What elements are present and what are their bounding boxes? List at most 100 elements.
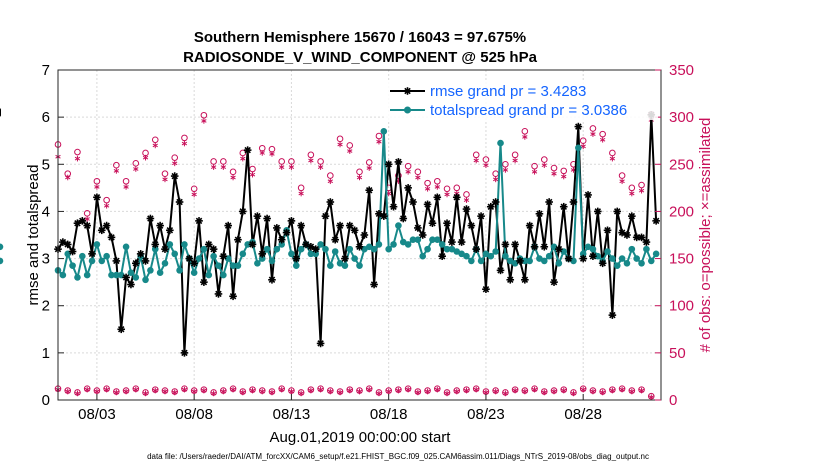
totalspread-point [220, 271, 227, 279]
totalspread-point [132, 274, 140, 281]
totalspread-point [327, 262, 334, 269]
obs-assimilated-marker [473, 157, 479, 164]
totalspread-point [526, 257, 534, 265]
obs-assimilated-marker [133, 386, 139, 393]
rmse-point [613, 207, 622, 216]
obs-assimilated-marker [123, 184, 129, 190]
y-tick-label: 1 [42, 345, 50, 362]
totalspread-line [57, 130, 657, 281]
obs-possible-marker [83, 210, 91, 217]
rmse-point [380, 212, 388, 220]
legend-label-spread: totalspread grand pr = 3.0386 [430, 102, 627, 119]
totalspread-point [375, 241, 383, 248]
rmse-point [132, 259, 140, 268]
data-file-footer: data file: /Users/raeder/DAI/ATM_forcXX/… [147, 452, 649, 461]
obs-possible-marker [327, 172, 334, 179]
rmse-point [457, 238, 466, 246]
totalspread-point [638, 259, 645, 267]
totalspread-point [521, 257, 529, 265]
totalspread-point [502, 252, 509, 260]
y-tick-label: 7 [42, 62, 50, 79]
obs-assimilated-marker [347, 387, 353, 394]
rmse-point [229, 292, 237, 301]
rmse-point [462, 205, 471, 213]
obs-possible-marker [414, 168, 422, 176]
y-right-tick-label: 50 [669, 345, 686, 362]
obs-possible-marker [336, 135, 344, 143]
totalspread-point [0, 257, 4, 265]
obs-assimilated-marker [181, 140, 188, 147]
obs-assimilated-marker [590, 131, 596, 137]
rmse-point [355, 242, 364, 251]
obs-assimilated-marker [492, 388, 499, 395]
rmse-point [404, 184, 412, 192]
totalspread-point [497, 139, 504, 147]
obs-possible-marker [560, 167, 568, 175]
legend-star [403, 87, 412, 95]
y-right-tick-label: 0 [669, 392, 677, 409]
obs-assimilated-marker [415, 174, 421, 181]
obs-possible-marker [93, 177, 101, 185]
y-tick-label: 5 [42, 156, 50, 173]
obs-possible-marker [161, 170, 169, 178]
rmse-point [501, 240, 510, 249]
obs-possible-marker [288, 158, 295, 165]
totalspread-point [643, 245, 650, 253]
obs-assimilated-marker [327, 178, 333, 185]
obs-assimilated-marker [599, 389, 606, 396]
obs-possible-marker [356, 168, 363, 176]
obs-possible-marker [122, 177, 130, 185]
obs-possible-marker [531, 162, 538, 170]
chart-title: Southern Hemisphere 15670 / 16043 = 97.6… [194, 29, 526, 46]
totalspread-point [59, 271, 67, 279]
rmse-point [88, 250, 96, 258]
rmse-point [628, 212, 636, 220]
obs-possible-marker [375, 132, 383, 140]
y-tick-label: 2 [42, 298, 50, 315]
obs-assimilated-marker [279, 164, 285, 170]
totalspread-point [647, 257, 655, 265]
totalspread-point [438, 241, 446, 248]
obs-assimilated-marker [113, 168, 120, 174]
rmse-point [448, 238, 456, 246]
totalspread-point [200, 245, 208, 253]
rmse-point [540, 242, 549, 251]
totalspread-point [434, 236, 441, 244]
x-tick-label: 08/13 [273, 406, 311, 423]
totalspread-point [409, 236, 417, 244]
totalspread-point [229, 262, 237, 269]
totalspread-point [618, 255, 626, 262]
rmse-point [642, 238, 651, 246]
obs-possible-marker [113, 161, 120, 169]
obs-possible-marker [482, 156, 490, 163]
obs-assimilated-marker [522, 388, 528, 395]
rmse-point [584, 191, 592, 199]
obs-assimilated-marker [580, 386, 586, 393]
totalspread-point [414, 236, 422, 244]
rmse-point [146, 214, 155, 223]
y-axis-label-right: # of obs: o=possible; ×=assimilated [697, 118, 714, 353]
obs-assimilated-marker [609, 387, 616, 394]
obs-possible-marker [171, 154, 179, 161]
y-tick-label: 0 [42, 392, 50, 409]
legend: rmse grand pr = 3.4283 totalspread grand… [386, 80, 658, 120]
obs-assimilated-marker [220, 164, 227, 170]
rmse-point [477, 212, 485, 220]
rmse-point [122, 273, 130, 282]
obs-assimilated-marker [561, 387, 567, 394]
rmse-point [219, 252, 228, 261]
obs-possible-marker [181, 134, 188, 142]
rmse-point [559, 202, 568, 211]
rmse-line [57, 113, 658, 354]
obs-possible-marker [589, 125, 597, 132]
totalspread-point [609, 255, 616, 262]
rmse-point [525, 221, 534, 230]
obs-assimilated-marker [152, 142, 158, 149]
obs-assimilated-marker [230, 174, 236, 181]
rmse-point [316, 339, 325, 348]
rmse-point [555, 245, 563, 253]
totalspread-point [424, 245, 431, 253]
rmse-point [156, 221, 164, 230]
totalspread-point [356, 262, 363, 269]
obs-assimilated-marker [599, 136, 606, 143]
